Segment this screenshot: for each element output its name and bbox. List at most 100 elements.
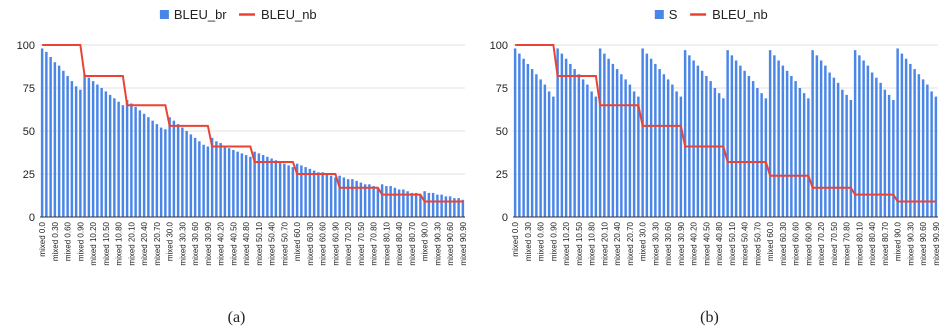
bar bbox=[743, 70, 746, 217]
x-tick-label: mixed 0.60 bbox=[537, 221, 546, 261]
bar bbox=[556, 48, 559, 217]
bar bbox=[440, 194, 443, 217]
bar bbox=[739, 65, 742, 217]
bar bbox=[397, 189, 401, 217]
bar bbox=[522, 58, 525, 218]
bar bbox=[215, 141, 218, 217]
bar bbox=[751, 81, 755, 218]
bar bbox=[45, 51, 48, 217]
y-tick-label: 100 bbox=[17, 40, 35, 52]
x-tick-label: mixed 70.50 bbox=[830, 221, 839, 265]
bar bbox=[900, 53, 904, 217]
bar bbox=[637, 96, 640, 217]
x-tick-label: mixed 10.50 bbox=[575, 221, 584, 265]
x-tick-label: mixed 50.40 bbox=[741, 221, 750, 265]
legend-bar-swatch bbox=[159, 10, 169, 19]
bar bbox=[351, 179, 354, 217]
bar bbox=[909, 63, 912, 217]
bar bbox=[164, 129, 167, 217]
bar bbox=[726, 50, 729, 217]
bar-series bbox=[513, 48, 938, 218]
bar bbox=[414, 192, 418, 217]
x-tick-label: mixed 30.60 bbox=[191, 221, 200, 265]
bar bbox=[641, 48, 644, 217]
bar bbox=[329, 175, 333, 217]
bar bbox=[189, 134, 193, 217]
bar bbox=[83, 74, 86, 218]
bar bbox=[781, 65, 785, 217]
bar bbox=[444, 196, 448, 217]
bar bbox=[573, 69, 576, 217]
bar bbox=[283, 163, 286, 217]
bar bbox=[598, 48, 602, 217]
bar bbox=[768, 50, 772, 217]
bar bbox=[453, 198, 456, 217]
bar bbox=[346, 179, 350, 217]
bar bbox=[138, 110, 142, 217]
bar bbox=[91, 81, 95, 218]
bar bbox=[590, 91, 593, 217]
bar bbox=[210, 137, 214, 217]
bar bbox=[815, 55, 819, 217]
x-tick-label: mixed 0.30 bbox=[51, 221, 60, 261]
bar bbox=[380, 184, 384, 217]
bar bbox=[671, 84, 674, 217]
bar bbox=[692, 60, 695, 218]
bar bbox=[287, 165, 290, 217]
x-tick-label: mixed 30.30 bbox=[178, 221, 187, 265]
bar bbox=[159, 127, 163, 217]
bar bbox=[722, 98, 725, 217]
bar bbox=[393, 187, 397, 217]
x-tick-label: mixed 20.70 bbox=[153, 221, 162, 265]
x-tick-label: mixed 90.60 bbox=[446, 221, 455, 265]
chart-a-svg: BLEU_br BLEU_nb 0 25 50 75 100 mixed 0.0 mixed 0… bbox=[17, 7, 468, 266]
legend: S BLEU_nb bbox=[654, 7, 768, 22]
x-tick-label: mixed 0.90 bbox=[549, 221, 558, 261]
bar bbox=[70, 81, 74, 218]
bar bbox=[79, 89, 82, 217]
line-series bbox=[515, 44, 936, 203]
bar bbox=[249, 156, 252, 217]
bar bbox=[368, 184, 371, 217]
bar bbox=[790, 75, 793, 218]
x-tick-label: mixed 0.0 bbox=[38, 221, 47, 256]
bar bbox=[649, 58, 653, 218]
bar bbox=[270, 158, 273, 217]
x-tick-label: mixed 30.90 bbox=[677, 221, 686, 265]
bar bbox=[696, 65, 700, 217]
bar bbox=[913, 69, 916, 217]
x-tick-label: mixed 10.20 bbox=[562, 221, 571, 265]
bar bbox=[108, 94, 112, 217]
bar bbox=[620, 74, 623, 218]
x-tick-label: mixed 30.0 bbox=[639, 221, 648, 261]
bar bbox=[130, 103, 133, 217]
bar bbox=[334, 177, 337, 217]
bar bbox=[845, 94, 848, 217]
bar bbox=[934, 96, 938, 217]
legend-label-bar: S bbox=[669, 7, 678, 22]
bar bbox=[836, 82, 840, 217]
bar bbox=[713, 88, 717, 217]
x-tick-label: mixed 20.40 bbox=[613, 221, 622, 265]
bar bbox=[552, 96, 555, 217]
bar bbox=[427, 192, 431, 217]
bar bbox=[338, 175, 341, 217]
line-series bbox=[42, 44, 463, 203]
bar bbox=[104, 91, 108, 217]
bar bbox=[142, 113, 146, 217]
bar bbox=[168, 117, 171, 217]
bar bbox=[628, 84, 632, 217]
x-tick-label: mixed 10.20 bbox=[89, 221, 98, 265]
bar bbox=[666, 79, 670, 218]
bar bbox=[40, 48, 44, 217]
y-tick-label: 75 bbox=[496, 83, 508, 95]
bar bbox=[543, 84, 547, 217]
bar bbox=[577, 74, 581, 218]
x-tick-label: mixed 90.30 bbox=[433, 221, 442, 265]
x-tick-label: mixed 90.90 bbox=[932, 221, 941, 265]
x-tick-label: mixed 20.10 bbox=[127, 221, 136, 265]
bar bbox=[645, 53, 649, 217]
bar bbox=[87, 77, 91, 218]
y-tick-label: 50 bbox=[23, 126, 35, 138]
bar bbox=[244, 155, 248, 217]
